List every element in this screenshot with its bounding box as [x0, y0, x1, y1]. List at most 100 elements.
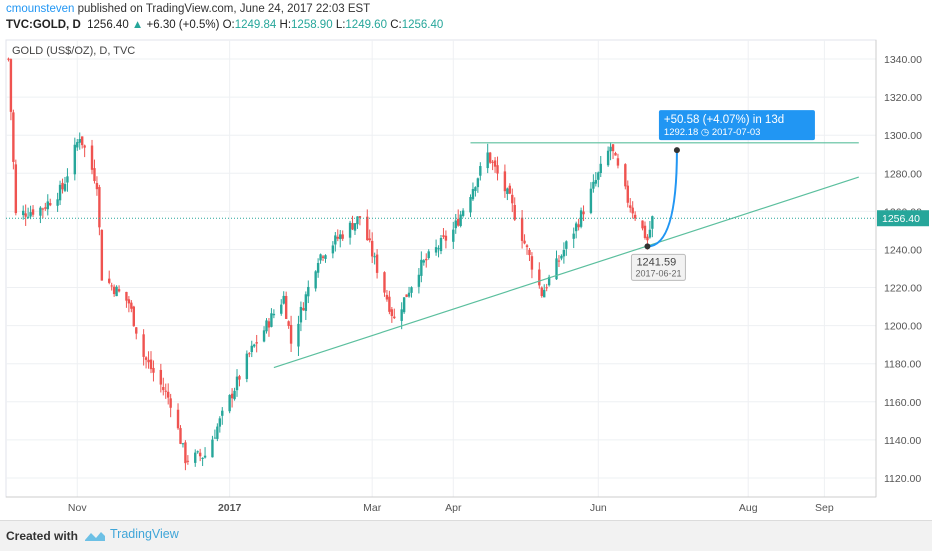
- candle-body: [331, 245, 335, 254]
- candle-body: [287, 321, 290, 326]
- candle-body: [611, 144, 615, 152]
- candle-body: [46, 201, 49, 210]
- last-price-tag: [877, 210, 929, 227]
- candle-body: [624, 164, 627, 187]
- close-label: C:: [390, 19, 402, 31]
- candle-body: [459, 214, 462, 226]
- candle-body: [388, 296, 391, 312]
- candle-body: [574, 223, 578, 232]
- candle-body: [513, 204, 516, 220]
- x-tick-label: Mar: [363, 502, 382, 514]
- candle-body: [9, 59, 13, 112]
- candle-body: [400, 309, 403, 321]
- candle-body: [198, 452, 202, 457]
- candle-body: [336, 236, 339, 239]
- candle-body: [159, 369, 163, 385]
- candle-body: [366, 216, 369, 241]
- symbol-label: TVC:GOLD, D: [6, 19, 81, 31]
- candle-body: [461, 210, 465, 216]
- candle-body: [503, 171, 507, 192]
- candle-body: [135, 327, 138, 334]
- candle-body: [272, 313, 276, 316]
- tradingview-brand[interactable]: TradingView: [110, 527, 179, 541]
- candle-body: [29, 212, 32, 217]
- price-chart[interactable]: 1120.00 1140.00 1160.00 1180.00 1200.00 1220.…: [0, 38, 932, 518]
- candle-body: [434, 247, 438, 253]
- candle-body: [297, 323, 300, 347]
- candle-body: [31, 209, 35, 215]
- candle-body: [76, 142, 79, 148]
- candle-body: [181, 443, 185, 445]
- candle-body: [348, 222, 352, 238]
- candle-body: [626, 185, 629, 203]
- published-text: published on TradingView.com, June 24, 2…: [77, 3, 371, 15]
- low-box: [630, 253, 686, 281]
- chart-area[interactable]: 1120.00 1140.00 1160.00 1180.00 1200.00 1220.…: [0, 38, 932, 518]
- candle-body: [196, 451, 199, 453]
- candle-body: [316, 262, 320, 273]
- candle-body: [493, 160, 497, 167]
- ohlc-bar: TVC:GOLD, D 1256.40 ▲ +6.30 (+0.5%) O:12…: [6, 19, 443, 31]
- candle-body: [7, 58, 10, 60]
- candle-body: [108, 278, 111, 283]
- candle-body: [218, 418, 222, 427]
- candle-body: [427, 251, 430, 259]
- candle-body: [80, 136, 84, 146]
- candle-body: [130, 302, 133, 309]
- chart-title: GOLD (US$/OZ), D, TVC: [12, 45, 135, 57]
- candle-body: [442, 235, 445, 237]
- candle-body: [420, 259, 423, 276]
- x-tick-label: Aug: [739, 502, 758, 514]
- candle-body: [375, 254, 379, 273]
- candle-body: [169, 398, 172, 408]
- candle-body: [58, 184, 62, 201]
- candle-body: [572, 233, 575, 239]
- candle-body: [233, 390, 236, 400]
- candle-body: [93, 168, 96, 182]
- candle-body: [351, 223, 354, 230]
- candle-body: [439, 238, 443, 252]
- candle-body: [22, 210, 25, 216]
- candle-body: [61, 182, 64, 190]
- candle-body: [213, 437, 217, 439]
- candle-body: [646, 236, 649, 241]
- candle-body: [284, 295, 288, 319]
- y-tick-label: 1180.00: [884, 359, 921, 371]
- author-link[interactable]: cmounsteven: [6, 3, 75, 15]
- candle-body: [324, 255, 327, 259]
- candle-body: [474, 187, 477, 191]
- candle-body: [142, 334, 145, 357]
- candle-body: [454, 220, 457, 229]
- plot-frame: [5, 39, 877, 498]
- candle-body: [491, 161, 494, 163]
- candle-body: [633, 214, 637, 219]
- candle-body: [496, 165, 499, 174]
- candle-body: [250, 345, 253, 353]
- x-tick-label: Jun: [590, 502, 607, 514]
- candle-body: [186, 460, 190, 462]
- candle-body: [594, 180, 598, 184]
- candle-body: [24, 213, 27, 217]
- candle-body: [385, 294, 389, 300]
- high-value: 1258.90: [291, 19, 333, 31]
- candle-body: [565, 241, 568, 249]
- candle-body: [577, 224, 580, 228]
- candle-body: [255, 342, 258, 344]
- candle-body: [370, 240, 374, 257]
- candle-body: [540, 287, 543, 297]
- candle-body: [358, 216, 362, 218]
- candle-body: [538, 269, 541, 286]
- candle-body: [506, 188, 509, 194]
- candle-body: [282, 295, 285, 304]
- chart-header: cmounsteven published on TradingView.com…: [0, 0, 932, 38]
- candle-body: [144, 357, 148, 360]
- candle-body: [383, 272, 386, 293]
- created-with-label: Created with: [6, 529, 79, 543]
- candle-body: [267, 321, 271, 328]
- candle-body: [321, 256, 325, 258]
- x-tick-label: 2017: [218, 502, 242, 514]
- candle-body: [216, 426, 219, 439]
- candle-body: [631, 207, 634, 214]
- candle-body: [476, 178, 480, 188]
- candle-body: [479, 166, 482, 176]
